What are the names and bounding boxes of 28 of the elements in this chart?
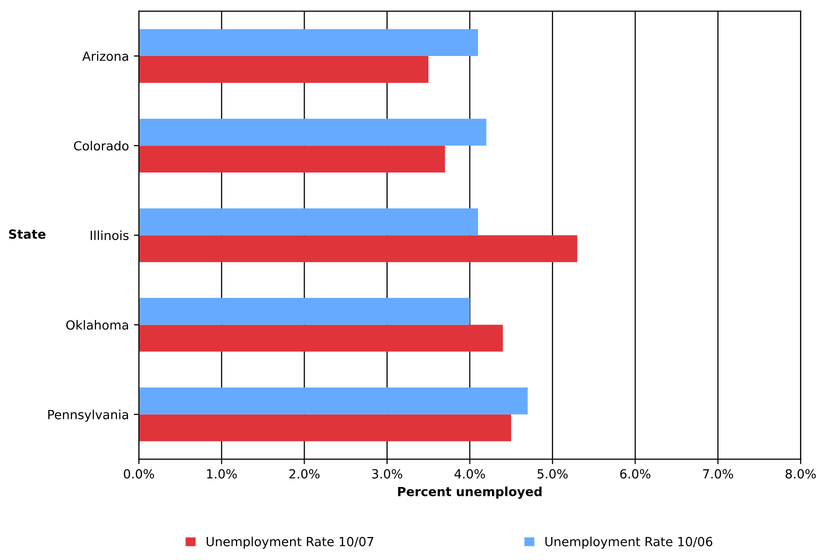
x-tick-label: 1.0% <box>207 469 237 479</box>
bar <box>138 146 445 172</box>
x-tick-label: 2.0% <box>289 469 320 479</box>
y-tick-label: Oklahoma <box>66 320 128 330</box>
y-axis-title: State <box>9 229 46 239</box>
x-tick-label: 3.0% <box>372 469 402 479</box>
bar <box>138 414 512 442</box>
bar <box>138 388 528 414</box>
y-tick-label: Arizona <box>82 51 128 61</box>
y-tick-label: Colorado <box>74 140 128 151</box>
x-tick-label: 0.0% <box>124 469 154 479</box>
bar <box>138 298 470 325</box>
x-tick-label: 8.0% <box>786 469 816 479</box>
x-tick-label: 6.0% <box>620 469 650 479</box>
legend-label: Unemployment Rate 10/07 <box>206 536 374 549</box>
bar <box>138 118 486 146</box>
legend-label: Unemployment Rate 10/06 <box>545 536 712 549</box>
bar <box>138 56 428 83</box>
x-axis-title: Percent unemployed <box>398 486 542 499</box>
y-tick-label: Illinois <box>90 230 129 240</box>
bar <box>138 29 478 56</box>
x-tick-label: 4.0% <box>454 469 485 479</box>
bar <box>138 324 503 352</box>
y-tick-label: Pennsylvania <box>48 410 128 422</box>
x-tick-label: 5.0% <box>538 469 568 479</box>
bar <box>138 208 478 236</box>
x-tick-label: 7.0% <box>703 469 734 479</box>
bar <box>138 235 578 262</box>
